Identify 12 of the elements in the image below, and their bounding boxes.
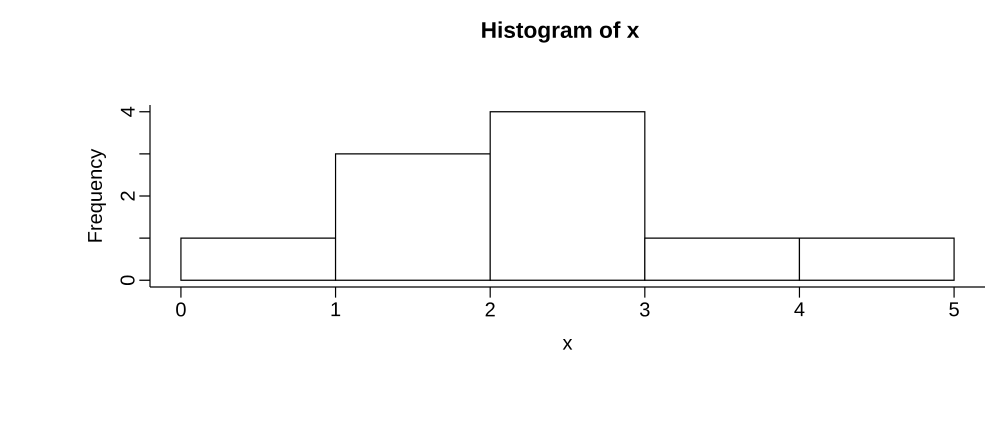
x-tick-label: 2	[486, 302, 495, 316]
y-tick-label: 0	[120, 275, 135, 286]
x-tick-label: 4	[794, 302, 804, 316]
x-tick-label: 1	[332, 302, 340, 316]
y-axis-title: Frequency	[88, 148, 106, 242]
x-tick-label: 3	[640, 302, 650, 317]
y-tick-label: 2	[120, 191, 135, 201]
x-tick-label: 0	[176, 302, 186, 317]
y-tick-label: 4	[120, 106, 135, 117]
chart-title: Histogram of x	[482, 21, 640, 43]
x-tick-label: 5	[949, 302, 959, 316]
x-axis-title: x	[562, 339, 572, 350]
